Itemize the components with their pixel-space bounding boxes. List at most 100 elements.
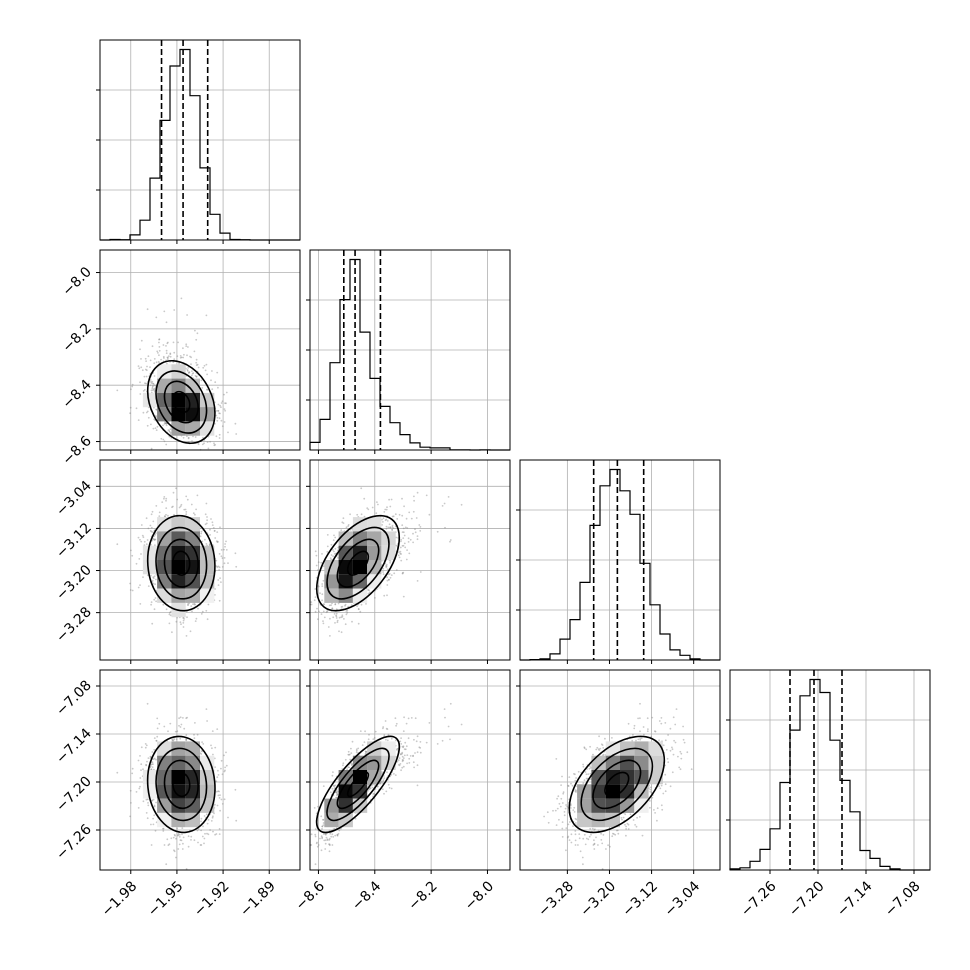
sample-point (419, 751, 422, 754)
sample-point (356, 605, 358, 607)
sample-point (116, 543, 119, 546)
sample-point (583, 747, 586, 750)
sample-point (393, 773, 395, 775)
sample-point (141, 369, 144, 372)
sample-point (217, 790, 220, 792)
sample-point (376, 501, 378, 503)
sample-point (179, 716, 182, 719)
sample-point (682, 725, 684, 728)
sample-point (224, 766, 227, 769)
sample-point (178, 717, 181, 720)
sample-point (658, 785, 660, 788)
sample-point (218, 566, 221, 569)
sample-point (317, 585, 320, 587)
sample-point (186, 435, 188, 438)
density-cell (142, 770, 158, 785)
sample-point (150, 526, 153, 529)
sample-point (178, 836, 181, 838)
sample-point (175, 487, 178, 490)
sample-point (573, 806, 576, 809)
sample-point (142, 800, 145, 803)
y-tick-label-2-1: −3.20 (53, 562, 95, 604)
sample-point (654, 812, 656, 814)
sample-point (205, 363, 208, 366)
sample-point (449, 702, 452, 705)
sample-point (562, 792, 565, 795)
sample-point (392, 527, 395, 529)
sample-point (185, 343, 188, 346)
sample-point (216, 416, 219, 419)
sample-point (215, 565, 218, 567)
sample-point (212, 815, 214, 818)
sample-point (149, 366, 151, 368)
sample-point (649, 800, 651, 802)
sample-point (137, 365, 140, 367)
sample-point (167, 429, 170, 432)
sample-point (153, 748, 156, 751)
sample-point (203, 842, 205, 845)
sample-point (142, 390, 145, 392)
sample-point (223, 798, 226, 801)
sample-point (383, 511, 386, 513)
sample-point (621, 818, 623, 821)
sample-point (152, 382, 154, 385)
sample-point (208, 543, 211, 546)
sample-point (635, 825, 638, 828)
sample-point (152, 538, 154, 541)
sample-point (216, 419, 219, 422)
sample-point (659, 787, 662, 790)
sample-point (386, 739, 389, 742)
sample-point (149, 529, 152, 532)
sample-point (218, 599, 221, 602)
sample-point (588, 835, 591, 838)
sample-point (317, 585, 320, 588)
sample-point (570, 841, 573, 844)
sample-point (552, 809, 554, 812)
sample-point (335, 617, 338, 619)
sample-point (631, 739, 634, 742)
sample-point (436, 530, 439, 533)
sample-point (162, 438, 165, 441)
sample-point (214, 537, 217, 539)
sample-point (196, 829, 199, 832)
sample-point (155, 416, 158, 418)
sample-point (200, 753, 203, 755)
sample-point (188, 371, 191, 373)
sample-point (173, 833, 176, 836)
sample-point (186, 368, 189, 371)
sample-point (196, 733, 199, 736)
y-tick-label-1-1: −8.4 (59, 377, 94, 412)
sample-point (373, 737, 376, 739)
sample-point (131, 385, 134, 388)
sample-point (215, 780, 218, 783)
sample-point (190, 503, 193, 506)
sample-point (204, 523, 207, 526)
sample-point (598, 735, 600, 738)
sample-point (180, 297, 183, 300)
sample-point (140, 553, 142, 555)
sample-point (220, 555, 223, 558)
sample-point (218, 828, 221, 830)
sample-point (319, 592, 321, 595)
sample-point (186, 354, 188, 357)
sample-point (195, 338, 198, 341)
sample-point (658, 739, 660, 742)
sample-point (385, 566, 388, 569)
sample-point (359, 610, 362, 613)
sample-point (215, 790, 218, 793)
sample-point (556, 807, 559, 810)
sample-point (196, 363, 199, 366)
sample-point (165, 497, 168, 500)
sample-point (405, 745, 408, 748)
sample-point (145, 543, 148, 546)
sample-point (585, 837, 588, 840)
sample-point (179, 839, 182, 841)
sample-point (413, 499, 415, 502)
sample-point (460, 723, 463, 726)
sample-point (671, 771, 674, 774)
sample-point (152, 582, 155, 585)
sample-point (151, 799, 154, 802)
sample-point (234, 552, 237, 555)
scatter-panel-2-0 (96, 460, 300, 664)
sample-point (180, 723, 183, 726)
